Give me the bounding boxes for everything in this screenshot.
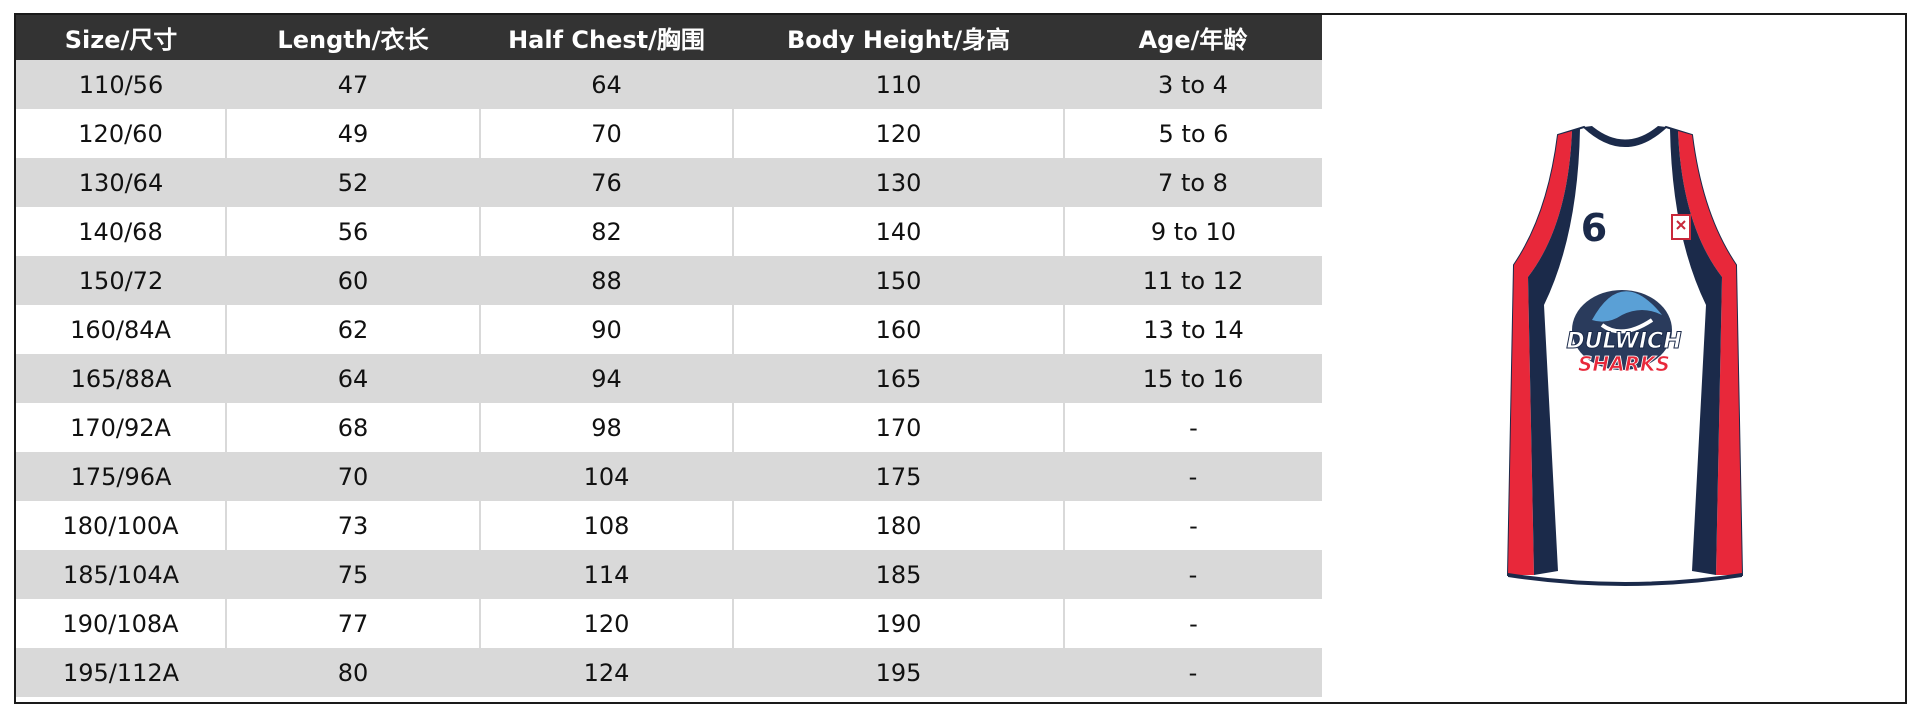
table-cell: 170/92A [16,403,226,452]
table-cell: - [1063,501,1322,550]
table-cell: 180 [732,501,1064,550]
table-cell: 94 [480,354,733,403]
table-cell: 150/72 [16,256,226,305]
table-cell: 120 [732,109,1064,158]
table-cell: 70 [226,452,480,501]
table-cell: 73 [225,501,480,550]
table-cell: 104 [480,452,733,501]
table-cell: - [1064,648,1322,697]
table-cell: 11 to 12 [1064,256,1322,305]
crest [1671,214,1691,240]
table-cell: 77 [225,599,480,648]
table-cell: 175 [733,452,1064,501]
table-cell: 140/68 [16,207,226,256]
table-cell: 70 [479,109,733,158]
table-row: 180/100A 73 108 180- [16,501,1322,550]
table-cell: 190/108A [16,599,226,648]
table-cell: 140 [732,207,1064,256]
column-header: Age/年龄 [1064,15,1322,60]
table-cell: 7 to 8 [1064,158,1322,207]
table-cell: 130/64 [16,158,226,207]
table-row: 165/88A 64 94 165 15 to 16 [16,354,1322,403]
table-row: 120/60 49 70 120 5 to 6 [16,109,1322,158]
table-cell: 80 [226,648,480,697]
table-row: 130/64 52 76 130 7 to 8 [16,158,1322,207]
table-cell: 110 [733,60,1064,109]
table-cell: 114 [480,550,733,599]
table-cell: 90 [479,305,733,354]
table-cell: 124 [480,648,733,697]
table-cell: 64 [480,60,733,109]
jersey-image: 6 DULWICH SHARKS [1506,125,1744,586]
table-cell: 185/104A [16,550,226,599]
table-row: 190/108A 77 120 190- [16,599,1322,648]
table-row: 110/56 47 64 110 3 to 4 [16,60,1322,109]
table-cell: - [1064,550,1322,599]
table-cell: 52 [226,158,480,207]
column-header: Length/衣长 [226,15,480,60]
table-cell: 180/100A [16,501,226,550]
table-cell: 190 [732,599,1064,648]
size-chart: Size/尺寸 Length/衣长 Half Chest/胸围 Body Height… [14,13,1907,704]
table-cell: 75 [226,550,480,599]
table-cell: - [1063,403,1322,452]
table-cell: 160/84A [16,305,226,354]
table-cell: 195/112A [16,648,226,697]
table-row: 175/96A 70 104 175- [16,452,1322,501]
table-cell: 13 to 14 [1063,305,1322,354]
table-cell: 62 [225,305,480,354]
table-cell: 5 to 6 [1063,109,1322,158]
logo-top: DULWICH [1566,329,1681,354]
table-cell: 82 [479,207,733,256]
table-cell: 15 to 16 [1064,354,1322,403]
size-table: Size/尺寸 Length/衣长 Half Chest/胸围 Body Height… [16,15,1322,697]
table-row: 195/112A 80 124 195- [16,648,1322,697]
jersey-number: 6 [1581,206,1607,250]
table-cell: 88 [480,256,733,305]
table-cell: 76 [480,158,733,207]
table-cell: 110/56 [16,60,226,109]
column-header: Size/尺寸 [16,15,226,60]
table-cell: 120 [479,599,733,648]
table-cell: 64 [226,354,480,403]
table-cell: 175/96A [16,452,226,501]
logo-bottom: SHARKS [1578,352,1670,376]
table-cell: 9 to 10 [1063,207,1322,256]
table-row: 160/84A 62 90 160 13 to 14 [16,305,1322,354]
table-row: 185/104A 75 114 185- [16,550,1322,599]
table-cell: 3 to 4 [1064,60,1322,109]
table-body: 110/56 47 64 110 3 to 4 120/60 49 70 120 5 to 6 13… [16,60,1322,697]
table-cell: 195 [733,648,1064,697]
table-cell: 49 [225,109,480,158]
table-cell: 68 [225,403,480,452]
table-cell: 60 [226,256,480,305]
table-cell: - [1064,452,1322,501]
table-cell: - [1063,599,1322,648]
column-header: Half Chest/胸围 [480,15,733,60]
table-cell: 170 [732,403,1064,452]
table-cell: 165/88A [16,354,226,403]
table-cell: 56 [225,207,480,256]
table-row: 170/92A 68 98 170- [16,403,1322,452]
table-cell: 108 [479,501,733,550]
table-row: 140/68 56 82 140 9 to 10 [16,207,1322,256]
table-cell: 185 [733,550,1064,599]
table-cell: 130 [733,158,1064,207]
table-row: 150/72 60 88 150 11 to 12 [16,256,1322,305]
table-cell: 160 [732,305,1064,354]
table-cell: 98 [479,403,733,452]
table-cell: 165 [733,354,1064,403]
table-cell: 47 [226,60,480,109]
table-cell: 120/60 [16,109,226,158]
header-row: Size/尺寸 Length/衣长 Half Chest/胸围 Body Height… [16,15,1322,60]
table-cell: 150 [733,256,1064,305]
column-header: Body Height/身高 [733,15,1064,60]
